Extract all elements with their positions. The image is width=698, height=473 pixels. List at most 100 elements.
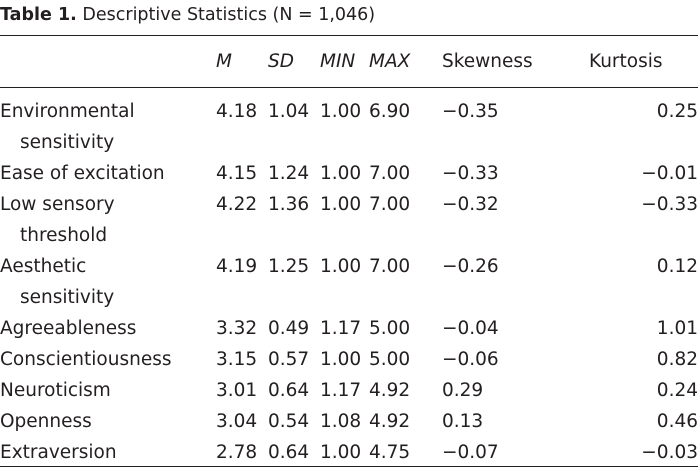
cell-min: 1.00 [320, 194, 362, 215]
column-header-variable [0, 36, 216, 87]
cell-skewness: 0.29 [442, 380, 484, 401]
row-variable-name: Agreeableness [0, 313, 216, 344]
row-variable-name: Environmental sensitivity [0, 87, 216, 158]
cell-sd: 0.54 [268, 411, 310, 432]
column-header-max: MAX [369, 51, 411, 72]
variable-name-continuation: threshold [20, 225, 108, 246]
table-caption: Table 1. Descriptive Statistics (N = 1,0… [0, 3, 375, 27]
column-header-kurtosis: Kurtosis [589, 51, 663, 72]
header-rule [0, 87, 698, 88]
table-row: Low sensory threshold 4.22 1.36 1.00 7.00 −0.3… [0, 189, 698, 251]
table-row: Extraversion 2.78 0.64 1.00 4.75 −0.07 −0.03 [0, 437, 698, 468]
column-header-min: MIN [320, 51, 356, 72]
cell-kurtosis: 0.25 [656, 101, 698, 122]
cell-sd: 1.25 [268, 256, 310, 277]
table-number: Table 1. [0, 5, 77, 25]
variable-name-line: Environmental [0, 101, 135, 122]
cell-kurtosis: 0.12 [656, 256, 698, 277]
cell-m: 3.04 [216, 411, 258, 432]
cell-max: 4.75 [369, 442, 411, 463]
cell-sd: 0.57 [268, 349, 310, 370]
cell-m: 4.19 [216, 256, 258, 277]
table-title: Descriptive Statistics (N = 1,046) [82, 5, 376, 25]
cell-max: 4.92 [369, 411, 411, 432]
cell-skewness: −0.32 [442, 194, 499, 215]
cell-m: 4.15 [216, 163, 258, 184]
cell-skewness: −0.06 [442, 349, 499, 370]
column-header-skewness: Skewness [442, 51, 533, 72]
cell-m: 3.15 [216, 349, 258, 370]
variable-name-line: Conscientiousness [0, 349, 172, 370]
cell-sd: 0.49 [268, 318, 310, 339]
top-rule [0, 35, 698, 36]
cell-kurtosis: −0.01 [641, 163, 698, 184]
cell-skewness: −0.07 [442, 442, 499, 463]
cell-max: 7.00 [369, 256, 411, 277]
cell-m: 4.18 [216, 101, 258, 122]
cell-kurtosis: −0.03 [641, 442, 698, 463]
row-variable-name: Openness [0, 406, 216, 437]
variable-name-line: Ease of excitation [0, 163, 165, 184]
cell-m: 2.78 [216, 442, 258, 463]
table-body: Environmental sensitivity 4.18 1.04 1.00 6.90… [0, 87, 698, 468]
cell-skewness: 0.13 [442, 411, 484, 432]
variable-name-line: Neuroticism [0, 380, 111, 401]
cell-max: 4.92 [369, 380, 411, 401]
cell-max: 7.00 [369, 194, 411, 215]
row-variable-name: Low sensory threshold [0, 189, 216, 251]
column-header-sd: SD [268, 51, 294, 72]
cell-sd: 0.64 [268, 380, 310, 401]
cell-max: 6.90 [369, 101, 411, 122]
row-variable-name: Conscientiousness [0, 344, 216, 375]
row-variable-name: Ease of excitation [0, 158, 216, 189]
cell-kurtosis: −0.33 [641, 194, 698, 215]
header-row: M SD MIN MAX Skewness Kurtosis [0, 36, 698, 87]
table-row: Ease of excitation 4.15 1.24 1.00 7.00 −0.33 −… [0, 158, 698, 189]
cell-m: 3.32 [216, 318, 258, 339]
variable-name-continuation: sensitivity [20, 132, 115, 153]
cell-min: 1.17 [320, 318, 362, 339]
cell-skewness: −0.35 [442, 101, 499, 122]
cell-max: 5.00 [369, 349, 411, 370]
cell-skewness: −0.33 [442, 163, 499, 184]
table-row: Conscientiousness 3.15 0.57 1.00 5.00 −0.06 0.… [0, 344, 698, 375]
cell-sd: 0.64 [268, 442, 310, 463]
row-variable-name: Extraversion [0, 437, 216, 468]
variable-name-line: Low sensory [0, 194, 115, 215]
cell-min: 1.00 [320, 163, 362, 184]
cell-min: 1.00 [320, 101, 362, 122]
cell-min: 1.17 [320, 380, 362, 401]
cell-kurtosis: 1.01 [656, 318, 698, 339]
cell-sd: 1.36 [268, 194, 310, 215]
cell-min: 1.00 [320, 349, 362, 370]
descriptive-statistics-table: M SD MIN MAX Skewness Kurtosis Environme… [0, 36, 698, 468]
cell-min: 1.00 [320, 442, 362, 463]
cell-skewness: −0.26 [442, 256, 499, 277]
table-row: Neuroticism 3.01 0.64 1.17 4.92 0.29 0.24 [0, 375, 698, 406]
cell-kurtosis: 0.82 [656, 349, 698, 370]
variable-name-line: Extraversion [0, 442, 117, 463]
cell-min: 1.00 [320, 256, 362, 277]
table-row: Agreeableness 3.32 0.49 1.17 5.00 −0.04 1.01 [0, 313, 698, 344]
cell-kurtosis: 0.24 [656, 380, 698, 401]
cell-max: 7.00 [369, 163, 411, 184]
table-row: Environmental sensitivity 4.18 1.04 1.00 6.90… [0, 87, 698, 158]
variable-name-line: Agreeableness [0, 318, 137, 339]
cell-kurtosis: 0.46 [656, 411, 698, 432]
variable-name-line: Openness [0, 411, 92, 432]
cell-max: 5.00 [369, 318, 411, 339]
column-header-m: M [216, 51, 232, 72]
bottom-rule [0, 466, 698, 467]
cell-skewness: −0.04 [442, 318, 499, 339]
cell-m: 3.01 [216, 380, 258, 401]
cell-min: 1.08 [320, 411, 362, 432]
variable-name-continuation: sensitivity [20, 287, 115, 308]
table-row: Openness 3.04 0.54 1.08 4.92 0.13 0.46 [0, 406, 698, 437]
table-row: Aesthetic sensitivity 4.19 1.25 1.00 7.00 −0.2… [0, 251, 698, 313]
variable-name-line: Aesthetic [0, 256, 87, 277]
row-variable-name: Aesthetic sensitivity [0, 251, 216, 313]
cell-sd: 1.04 [268, 101, 310, 122]
cell-sd: 1.24 [268, 163, 310, 184]
cell-m: 4.22 [216, 194, 258, 215]
